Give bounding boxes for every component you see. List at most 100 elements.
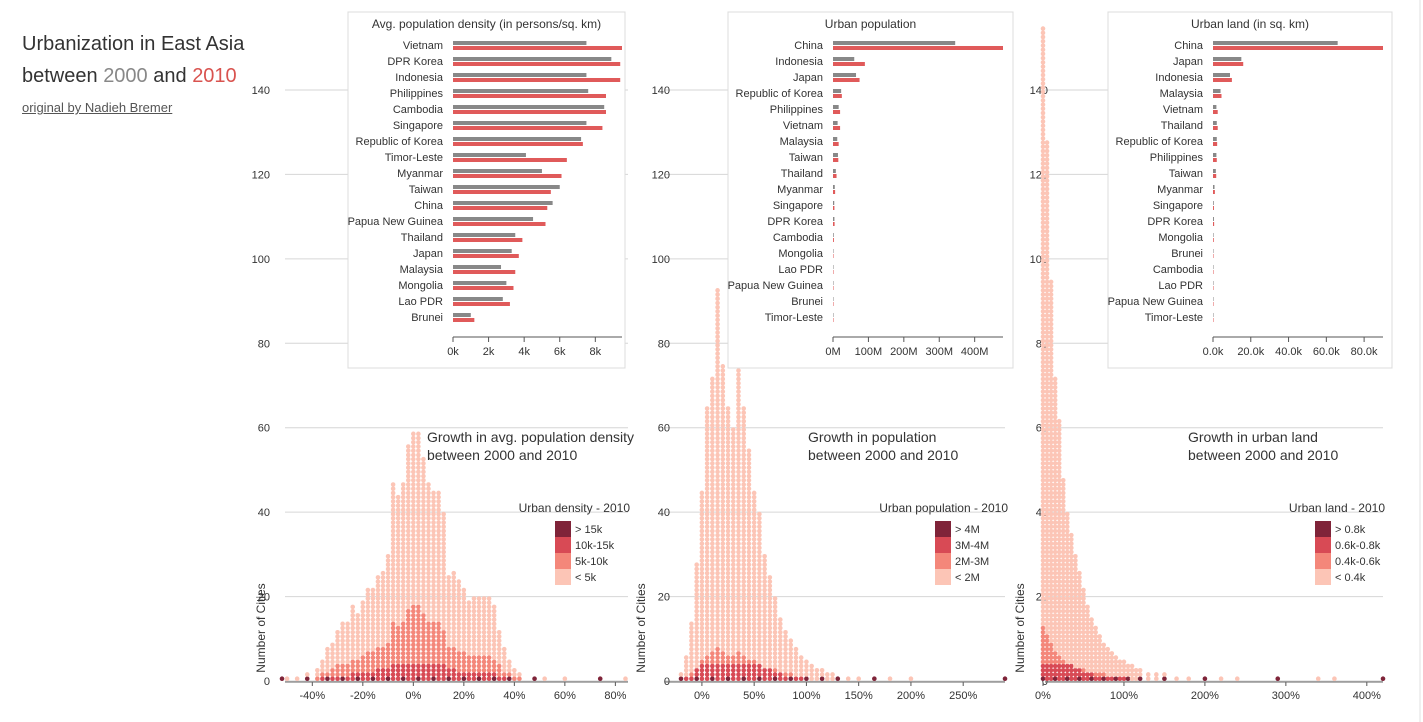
- city-dot: [746, 634, 752, 639]
- city-dot: [725, 473, 731, 479]
- city-dot: [1077, 659, 1082, 665]
- city-dot: [704, 638, 710, 644]
- city-dot: [809, 667, 814, 673]
- bar-2000: [833, 41, 956, 45]
- bar-category-label: Papua New Guinea: [728, 280, 824, 292]
- city-dot: [365, 655, 371, 660]
- city-dot: [730, 507, 736, 513]
- city-dot: [751, 604, 757, 610]
- city-dot: [476, 634, 482, 639]
- city-dot: [496, 672, 502, 677]
- city-dot: [446, 655, 451, 660]
- city-dot: [1069, 537, 1074, 542]
- city-dot: [725, 532, 731, 538]
- city-dot: [330, 642, 335, 648]
- city-dot: [741, 461, 747, 466]
- city-dot: [451, 587, 457, 593]
- bar-category-label: Japan: [413, 248, 443, 260]
- city-dot: [751, 634, 757, 639]
- city-dot: [746, 490, 752, 496]
- city-dot: [395, 562, 401, 568]
- city-dot: [710, 566, 715, 572]
- city-dot: [1044, 532, 1050, 538]
- city-dot: [421, 545, 426, 551]
- city-dot: [1044, 617, 1050, 622]
- city-dot: [385, 634, 391, 639]
- city-dot: [1040, 313, 1046, 318]
- city-dot: [1048, 642, 1054, 648]
- bar-category-label: Timor-Leste: [385, 152, 443, 164]
- city-dot: [1077, 596, 1082, 601]
- city-dot: [1048, 376, 1054, 382]
- city-dot: [1040, 190, 1046, 196]
- city-dot: [436, 600, 441, 606]
- city-dot: [1064, 600, 1070, 606]
- city-dot: [390, 579, 396, 584]
- city-dot: [730, 663, 736, 669]
- city-dot: [751, 545, 757, 551]
- y-tick-label: 140: [1030, 85, 1048, 97]
- city-dot: [715, 659, 720, 665]
- city-dot: [720, 423, 726, 428]
- city-dot: [720, 621, 726, 627]
- city-dot: [385, 562, 391, 568]
- city-dot: [411, 549, 416, 555]
- city-dot: [1052, 676, 1058, 681]
- city-dot: [741, 553, 747, 559]
- city-dot: [704, 473, 710, 479]
- city-dot: [720, 638, 726, 644]
- city-dot: [1040, 562, 1046, 568]
- city-dot: [421, 499, 426, 504]
- city-dot: [476, 642, 482, 648]
- city-dot: [395, 549, 401, 555]
- city-dot: [486, 600, 492, 606]
- city-dot: [1081, 604, 1086, 610]
- city-dot: [411, 638, 416, 644]
- city-dot: [725, 427, 731, 432]
- legend-title: Urban population - 2010: [879, 501, 1008, 515]
- city-dot: [426, 663, 431, 669]
- bar-2010: [1213, 62, 1244, 66]
- city-dot: [1085, 651, 1090, 656]
- city-dot: [542, 676, 547, 681]
- city-dot: [704, 448, 710, 454]
- city-dot: [699, 515, 705, 521]
- city-dot: [360, 617, 366, 622]
- city-dot: [1097, 638, 1102, 644]
- city-dot: [466, 651, 472, 656]
- city-dot: [736, 570, 741, 576]
- city-dot: [370, 676, 376, 681]
- city-dot: [421, 553, 426, 559]
- city-dot: [715, 292, 720, 297]
- city-dot: [1052, 625, 1058, 631]
- city-dot: [597, 676, 603, 681]
- city-dot: [741, 663, 747, 669]
- city-dot: [1048, 435, 1054, 441]
- city-dot: [715, 351, 720, 356]
- city-dot: [1052, 444, 1058, 449]
- city-dot: [1044, 579, 1050, 584]
- city-dot: [1073, 676, 1078, 681]
- city-dot: [725, 621, 731, 627]
- city-dot: [395, 528, 401, 534]
- city-dot: [421, 575, 426, 580]
- city-dot: [730, 532, 736, 538]
- city-dot: [725, 418, 731, 424]
- city-dot: [1069, 634, 1074, 639]
- bar-category-label: Cambodia: [1153, 264, 1204, 276]
- city-dot: [1048, 558, 1054, 563]
- city-dot: [715, 549, 720, 555]
- city-dot: [1044, 250, 1050, 255]
- credit-link[interactable]: original by Nadieh Bremer: [22, 100, 173, 115]
- city-dot: [751, 667, 757, 673]
- city-dot: [1105, 676, 1111, 681]
- city-dot: [1109, 667, 1115, 673]
- city-dot: [730, 570, 736, 576]
- city-dot: [1069, 613, 1074, 618]
- x-tick-label: 50%: [743, 690, 765, 702]
- city-dot: [1052, 385, 1058, 390]
- city-dot: [704, 541, 710, 546]
- city-dot: [730, 579, 736, 584]
- city-dot: [421, 570, 426, 576]
- city-dot: [699, 532, 705, 538]
